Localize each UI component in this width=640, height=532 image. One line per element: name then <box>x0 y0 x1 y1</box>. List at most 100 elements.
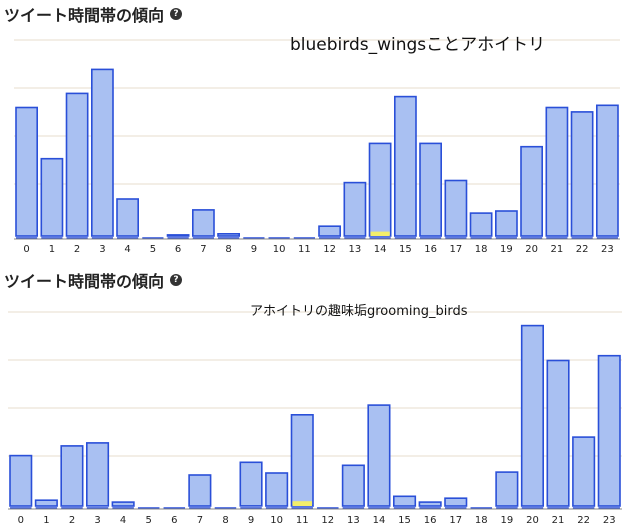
bar-16 <box>418 501 442 507</box>
x-tick-label: 1 <box>49 244 55 255</box>
x-tick-label: 0 <box>18 515 24 526</box>
x-tick-label: 0 <box>23 244 29 255</box>
bar-4 <box>111 501 135 507</box>
bar-8 <box>217 233 241 237</box>
help-icon[interactable]: ? <box>170 8 183 20</box>
bar-18 <box>469 212 493 237</box>
bar-7 <box>192 209 215 237</box>
bar-19 <box>495 471 519 507</box>
bar-23 <box>595 104 619 237</box>
bar-4 <box>116 198 140 237</box>
x-tick-label: 15 <box>398 515 411 526</box>
bar-15 <box>393 95 417 237</box>
x-tick-label: 21 <box>552 515 565 526</box>
x-tick-label: 23 <box>603 515 616 526</box>
x-tick-label: 9 <box>248 515 254 526</box>
bar-19 <box>494 210 518 237</box>
section-heading: ツイート時間帯の傾向 ? <box>4 2 183 26</box>
x-tick-label: 11 <box>296 515 309 526</box>
bar-11 <box>290 414 314 507</box>
bar-22 <box>570 111 594 237</box>
x-tick-label: 15 <box>399 244 412 255</box>
bar-2 <box>60 445 84 507</box>
bar-21 <box>545 106 569 237</box>
x-tick-label: 10 <box>273 244 286 255</box>
bar-1 <box>34 499 58 507</box>
bar-7 <box>188 474 212 507</box>
highlight-bar-11 <box>292 501 312 506</box>
x-tick-label: 16 <box>424 515 437 526</box>
bar-14 <box>367 404 391 507</box>
x-tick-label: 3 <box>99 244 105 255</box>
chart-panel-2: 0 1 2 3 4 5 6 7 8 9 10 11 12 13 14 15 16 17 18 19 20 21 22 23 ツ… <box>0 266 640 532</box>
bar-16 <box>419 142 443 237</box>
x-tick-label: 16 <box>424 244 437 255</box>
x-tick-label: 7 <box>200 244 206 255</box>
bar-chart-1: 0 1 2 3 4 5 6 7 8 9 10 11 12 13 14 15 16 17 18 19 20 21 22 23 <box>14 39 620 255</box>
bar-20 <box>520 324 545 507</box>
x-tick-label: 6 <box>175 244 181 255</box>
x-tick-label: 13 <box>349 244 362 255</box>
x-tick-label: 10 <box>270 515 283 526</box>
x-tick-label: 4 <box>124 244 130 255</box>
x-tick-label: 19 <box>501 515 514 526</box>
bar-9 <box>239 461 263 507</box>
x-tick-label: 5 <box>146 515 152 526</box>
x-tick-label: 13 <box>347 515 360 526</box>
bar-13 <box>343 181 367 237</box>
x-tick-label: 3 <box>94 515 100 526</box>
bar-15 <box>392 495 417 507</box>
bar-0 <box>9 454 33 507</box>
bar-3 <box>91 68 114 237</box>
bar-22 <box>572 436 596 507</box>
bar-2 <box>65 92 89 237</box>
section-heading: ツイート時間帯の傾向 ? <box>4 268 183 292</box>
bar-17 <box>444 179 468 237</box>
x-tick-label: 23 <box>601 244 614 255</box>
x-tick-label: 17 <box>450 244 463 255</box>
bar-21 <box>546 359 570 507</box>
x-tick-label: 14 <box>373 515 386 526</box>
x-tick-label: 11 <box>298 244 311 255</box>
x-tick-label: 20 <box>526 515 539 526</box>
bar-14 <box>368 142 392 237</box>
x-tick-label: 8 <box>225 244 231 255</box>
bar-10 <box>265 472 289 507</box>
highlight-bar-14 <box>370 231 390 236</box>
x-tick-label: 12 <box>321 515 334 526</box>
bar-12 <box>318 225 342 237</box>
x-tick-label: 22 <box>576 244 589 255</box>
chart-panel-1: 0 1 2 3 4 5 6 7 8 9 10 11 12 13 14 15 16 17 18 19 20 21 22 23 ツ… <box>0 0 640 262</box>
x-tick-label: 22 <box>577 515 590 526</box>
bar-1 <box>40 157 64 237</box>
x-tick-label: 21 <box>551 244 564 255</box>
x-tick-label: 6 <box>171 515 177 526</box>
bar-20 <box>520 145 544 237</box>
x-tick-label: 7 <box>197 515 203 526</box>
x-tick-label: 4 <box>120 515 126 526</box>
x-tick-label: 19 <box>500 244 513 255</box>
x-tick-label: 12 <box>323 244 336 255</box>
x-tick-label: 18 <box>475 244 488 255</box>
x-tick-label: 2 <box>74 244 80 255</box>
x-tick-label: 1 <box>43 515 49 526</box>
x-tick-label: 9 <box>251 244 257 255</box>
bar-3 <box>86 442 110 507</box>
heading-text: ツイート時間帯の傾向 <box>4 6 165 25</box>
x-tick-label: 8 <box>222 515 228 526</box>
x-tick-label: 5 <box>150 244 156 255</box>
x-tick-label: 2 <box>69 515 75 526</box>
chart-title: bluebirds_wingsことアホイトリ <box>290 35 546 55</box>
bar-chart-2: 0 1 2 3 4 5 6 7 8 9 10 11 12 13 14 15 16 17 18 19 20 21 22 23 <box>8 311 622 526</box>
x-tick-label: 18 <box>475 515 488 526</box>
x-tick-label: 20 <box>525 244 538 255</box>
bar-17 <box>444 497 468 507</box>
x-tick-label: 17 <box>449 515 462 526</box>
chart-title: アホイトリの趣味垢grooming_birds <box>250 304 468 319</box>
bar-0 <box>15 106 39 237</box>
bar-23 <box>597 354 621 507</box>
bar-6 <box>166 234 190 237</box>
bar-13 <box>341 464 365 507</box>
x-tick-label: 14 <box>374 244 387 255</box>
help-icon[interactable]: ? <box>170 274 183 286</box>
